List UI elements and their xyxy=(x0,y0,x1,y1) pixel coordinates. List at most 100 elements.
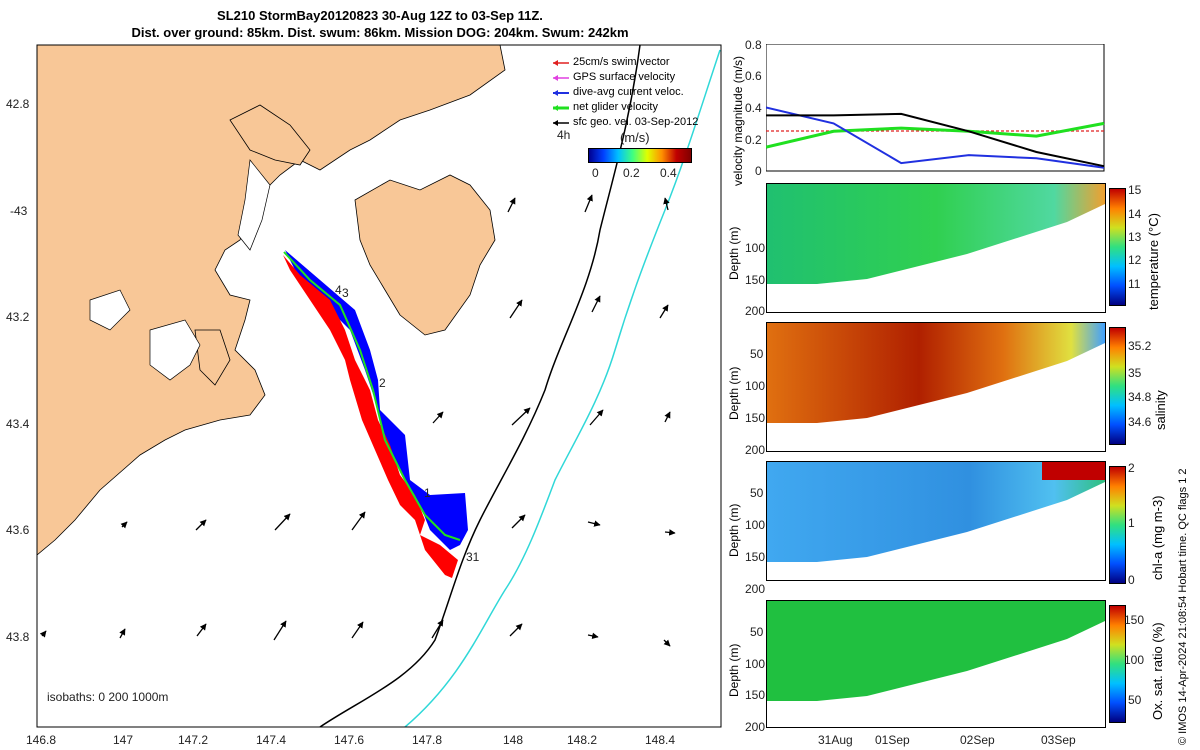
oxygen-cb-label: Ox. sat. ratio (%) xyxy=(1150,622,1165,720)
map-xtick: 147.4 xyxy=(256,733,287,747)
salinity-cb-label: salinity xyxy=(1153,390,1168,430)
legend-label: dive-avg current veloc. xyxy=(573,86,684,98)
legend-swatch-black xyxy=(553,119,569,126)
depth-tick: 200 xyxy=(745,443,766,457)
temp-cb-tick: 11 xyxy=(1128,277,1141,291)
legend-swatch-red xyxy=(553,59,569,66)
chla-cb-tick: 2 xyxy=(1128,461,1135,475)
time-tick: 02Sep xyxy=(960,733,995,747)
chla-cb-tick: 0 xyxy=(1128,573,1135,587)
temperature-cb-label: temperature (°C) xyxy=(1146,213,1161,310)
depth-tick: 150 xyxy=(745,411,766,425)
ox-cb-tick: 100 xyxy=(1124,653,1145,667)
map-ytick: 43.6 xyxy=(6,523,30,537)
temp-cb-tick: 14 xyxy=(1128,207,1142,221)
temperature-section xyxy=(766,183,1106,313)
vel-ytick: 0.8 xyxy=(745,38,762,52)
legend-label: GPS surface velocity xyxy=(573,71,676,83)
depth-tick: 100 xyxy=(745,241,766,255)
map-ytick: 42.8 xyxy=(6,97,30,111)
current-velocity-track xyxy=(285,250,468,550)
map-legend: 25cm/s swim vector GPS surface velocity … xyxy=(551,55,719,130)
isobath-1000m xyxy=(404,49,721,727)
temperature-field xyxy=(767,184,1105,284)
depth-tick: 200 xyxy=(745,582,766,596)
bay-inlet xyxy=(149,319,201,381)
depth-label: Depth (m) xyxy=(727,643,741,697)
net-velocity-line xyxy=(283,251,461,541)
depth-tick: 150 xyxy=(745,688,766,702)
oxygen-colorbar xyxy=(1109,605,1126,723)
depth-tick: 50 xyxy=(750,486,764,500)
sfc-geo-series xyxy=(766,112,1105,168)
legend-row: sfc geo. vel. 03-Sep-2012 xyxy=(551,115,719,130)
legend-swatch-magenta xyxy=(553,74,569,81)
map-xtick: 147.2 xyxy=(178,733,209,747)
map-ytick: 43.2 xyxy=(6,310,30,324)
legend-row: GPS surface velocity xyxy=(551,70,719,85)
chla-colorbar xyxy=(1109,466,1126,584)
colorbar-tick: 0 xyxy=(592,166,599,180)
sal-cb-tick: 35.2 xyxy=(1128,339,1152,353)
chart-title-line1: SL210 StormBay20120823 30-Aug 12Z to 03-… xyxy=(217,8,543,23)
sal-cb-tick: 34.6 xyxy=(1128,415,1152,429)
depth-tick: 50 xyxy=(750,625,764,639)
time-tick: 01Sep xyxy=(875,733,910,747)
salinity-section xyxy=(766,322,1106,452)
chla-cb-tick: 1 xyxy=(1128,516,1135,530)
net-glider-series xyxy=(766,121,1105,149)
track-label-2: 2 xyxy=(379,376,386,390)
map-ytick: -43 xyxy=(10,204,28,218)
speed-colorbar xyxy=(588,148,692,163)
velocity-frame xyxy=(766,44,1105,172)
isobaths-label: isobaths: 0 200 1000m xyxy=(47,690,169,704)
map-xtick: 148.4 xyxy=(645,733,676,747)
vel-ytick: 0 xyxy=(755,164,762,178)
depth-label: Depth (m) xyxy=(727,503,741,557)
legend-label: sfc geo. vel. 03-Sep-2012 xyxy=(573,116,699,128)
ox-cb-tick: 150 xyxy=(1124,613,1145,627)
colorbar-tick: 0.4 xyxy=(660,166,677,180)
time-tick: 03Sep xyxy=(1041,733,1076,747)
time-tick: 31Aug xyxy=(818,733,853,747)
legend-swatch-blue xyxy=(553,89,569,96)
legend-swatch-green xyxy=(553,104,569,111)
time-label: 4h xyxy=(557,128,571,142)
depth-tick: 100 xyxy=(745,379,766,393)
depth-tick: 100 xyxy=(745,657,766,671)
current-velocity-series xyxy=(766,106,1105,169)
depth-tick: 150 xyxy=(745,273,766,287)
temp-cb-tick: 13 xyxy=(1128,230,1142,244)
sal-cb-tick: 35 xyxy=(1128,366,1142,380)
depth-label: Depth (m) xyxy=(727,366,741,420)
depth-tick: 150 xyxy=(745,550,766,564)
temp-cb-tick: 15 xyxy=(1128,183,1142,197)
vel-ytick: 0.6 xyxy=(745,69,762,83)
depth-tick: 200 xyxy=(745,304,766,318)
legend-row: dive-avg current veloc. xyxy=(551,85,719,100)
map-xtick: 147.8 xyxy=(412,733,443,747)
map-frame xyxy=(36,44,722,728)
map-xtick: 148 xyxy=(503,733,524,747)
map-xtick: 147.6 xyxy=(334,733,365,747)
map-ytick: 43.4 xyxy=(6,417,30,431)
depth-tick: 100 xyxy=(745,518,766,532)
colorbar-unit: (m/s) xyxy=(620,130,650,145)
depth-tick: 200 xyxy=(745,720,766,734)
legend-label: 25cm/s swim vector xyxy=(573,56,670,68)
map-xtick: 147 xyxy=(113,733,134,747)
track-label-1: 1 xyxy=(424,486,431,500)
chla-field xyxy=(767,462,1105,562)
bay-inlet-2 xyxy=(89,289,131,331)
oxygen-field xyxy=(767,601,1105,701)
imos-credit: © IMOS 14-Apr-2024 21:08:54 Hobart time.… xyxy=(1177,468,1189,745)
velocity-plot xyxy=(766,44,1105,172)
vel-ytick: 0.2 xyxy=(745,133,762,147)
vel-ytick: 0.4 xyxy=(745,101,762,115)
colorbar-tick: 0.2 xyxy=(623,166,640,180)
sal-cb-tick: 34.8 xyxy=(1128,390,1152,404)
salinity-field xyxy=(767,323,1105,423)
land xyxy=(37,45,506,556)
salinity-colorbar xyxy=(1109,327,1126,445)
oxygen-section xyxy=(766,600,1106,728)
